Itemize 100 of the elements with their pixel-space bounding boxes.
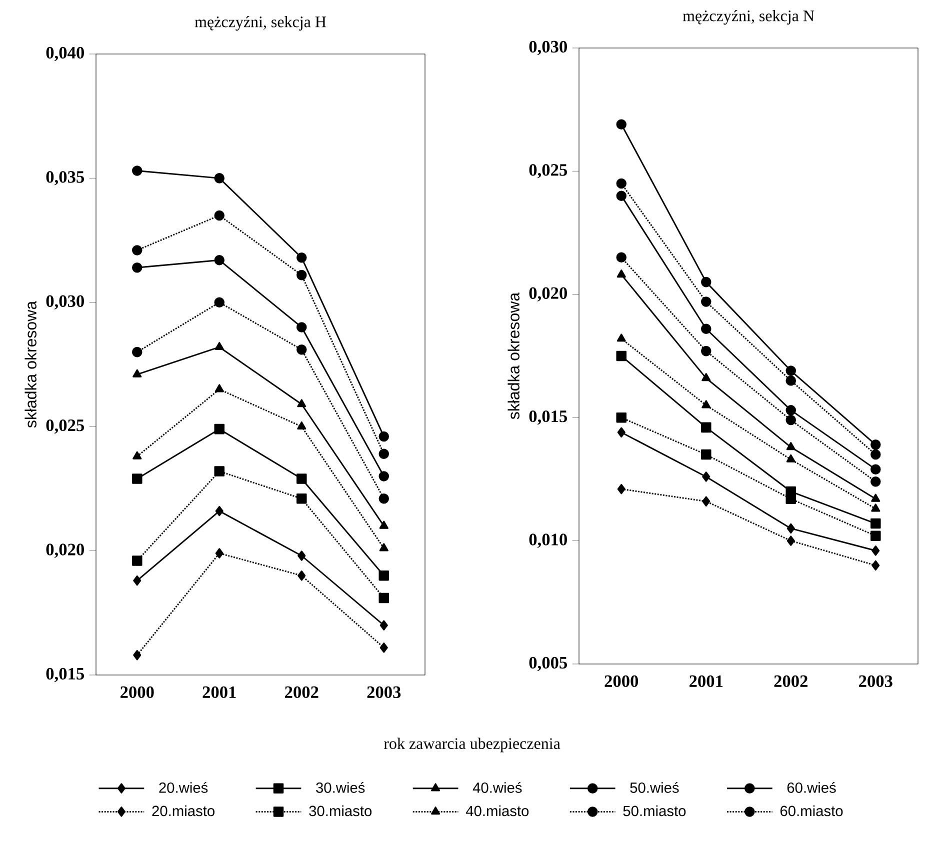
point — [700, 276, 712, 288]
point — [378, 431, 390, 442]
point — [380, 642, 388, 653]
point — [132, 556, 142, 566]
point — [296, 344, 307, 355]
point — [214, 384, 224, 392]
point — [702, 400, 711, 408]
x-tick-label: 2003 — [859, 675, 892, 688]
point — [214, 255, 225, 266]
legend-label: 60.wieś — [787, 782, 836, 793]
point — [702, 373, 711, 382]
point — [379, 520, 388, 529]
point — [871, 494, 880, 502]
y-tick-label: 0,025 — [46, 419, 84, 434]
point — [298, 570, 306, 581]
y-tick-label: 0,005 — [529, 656, 567, 672]
point — [379, 543, 388, 552]
point — [616, 334, 626, 342]
y-tick-label: 0,020 — [46, 544, 84, 558]
x-tick-label: 2001 — [202, 686, 236, 698]
legend-label: 50.wieś — [630, 782, 679, 793]
legend-label: 20.wieś — [159, 782, 208, 793]
point — [298, 550, 306, 561]
point — [214, 466, 225, 476]
point — [616, 252, 627, 263]
point — [702, 496, 710, 506]
point — [786, 494, 796, 504]
point — [378, 448, 390, 460]
point — [617, 427, 626, 438]
y-tick-label: 0,040 — [46, 46, 84, 62]
y-tick-label: 0,030 — [529, 40, 567, 56]
point — [215, 506, 224, 516]
point — [616, 350, 627, 362]
y-tick-label: 0,025 — [529, 164, 567, 178]
point — [133, 575, 142, 586]
point — [872, 546, 880, 556]
y-axis-title: składka okresowa — [508, 292, 520, 420]
legend-label: 20.miasto — [152, 805, 214, 816]
point — [132, 369, 142, 378]
legend-label: 60.miasto — [780, 805, 843, 816]
point — [616, 178, 627, 189]
point — [297, 399, 306, 408]
y-tick-label: 0,010 — [529, 534, 567, 548]
x-tick-label: 2000 — [604, 675, 638, 688]
point — [378, 592, 390, 604]
chart-title: mężczyźni, sekcja H — [194, 16, 326, 31]
point — [378, 570, 390, 581]
y-tick-label: 0,015 — [529, 410, 567, 425]
point — [786, 523, 795, 534]
legend-label: 30.miasto — [309, 805, 372, 816]
point — [702, 472, 710, 482]
point — [214, 342, 224, 350]
point — [870, 476, 881, 487]
point — [871, 504, 880, 512]
point — [700, 422, 712, 433]
point — [700, 346, 712, 356]
point — [215, 548, 224, 558]
point — [786, 414, 796, 426]
legend-label: 40.miasto — [466, 805, 529, 816]
point — [700, 449, 712, 460]
point — [378, 493, 390, 504]
legend-label: 40.wieś — [472, 782, 522, 793]
point — [296, 493, 307, 504]
y-axis-title: składka okresowa — [24, 300, 36, 428]
legend-label: 50.miasto — [623, 805, 686, 816]
x-tick-label: 2002 — [774, 675, 808, 688]
y-tick-label: 0,030 — [46, 295, 84, 310]
point — [616, 412, 627, 423]
point — [786, 454, 796, 462]
x-tick-label: 2002 — [285, 686, 318, 698]
point — [132, 474, 142, 484]
point — [132, 245, 142, 256]
point — [872, 560, 880, 571]
point — [870, 530, 881, 541]
point — [700, 296, 712, 307]
point — [296, 252, 307, 263]
point — [870, 464, 881, 474]
point — [296, 322, 307, 332]
x-tick-label: 2001 — [690, 675, 723, 688]
y-tick-label: 0,015 — [46, 668, 84, 682]
point — [786, 536, 795, 546]
point — [296, 270, 307, 280]
point — [132, 451, 142, 460]
point — [870, 518, 881, 529]
point — [616, 119, 627, 130]
point — [214, 210, 225, 221]
point — [297, 421, 306, 430]
point — [700, 324, 712, 334]
point — [296, 474, 307, 484]
x-axis-title: rok zawarcia ubezpieczenia — [384, 738, 560, 752]
point — [214, 424, 225, 434]
point — [132, 262, 142, 273]
point — [786, 366, 796, 376]
point — [132, 346, 142, 358]
x-tick-label: 2000 — [120, 686, 154, 698]
point — [786, 375, 796, 386]
point — [214, 297, 225, 308]
legend-label: 30.wieś — [316, 782, 365, 793]
point — [617, 484, 626, 494]
point — [870, 440, 881, 450]
